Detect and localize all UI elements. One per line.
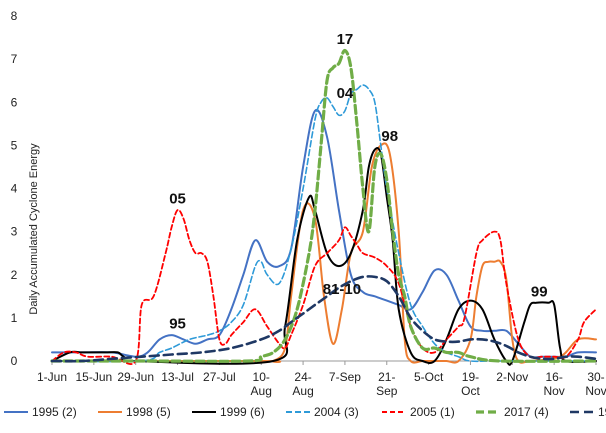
x-tick-label: 2-Nov [496, 370, 528, 384]
x-tick-label: 1-Jun [37, 370, 67, 384]
x-tick-label-line: 1-Jun [37, 370, 67, 384]
annotation-label: 17 [337, 31, 354, 48]
x-tick-label-line: 24- [294, 370, 311, 384]
x-tick-label-line: 27-Jul [203, 370, 236, 384]
x-tick-label-line: 29-Jun [117, 370, 154, 384]
x-tick-label-line: Sep [376, 384, 398, 398]
x-tick-label-line: 21- [378, 370, 395, 384]
series-line-1995-2 [51, 108, 597, 359]
x-tick-label-line: Oct [461, 384, 480, 398]
series-layer [50, 48, 598, 366]
legend-label: 1999 (6) [220, 405, 265, 419]
x-tick-label: 13-Jul [161, 370, 194, 384]
x-axis-ticks: 1-Jun 15-Jun 29-Jun 13-Jul 27-Jul 10-Aug24-Au… [37, 361, 606, 398]
y-tick-label: 3 [11, 225, 18, 239]
y-tick-label: 8 [11, 9, 18, 23]
x-tick-label: 5-Oct [414, 370, 444, 384]
legend-item: 2004 (3) [286, 405, 359, 419]
legend-label: 2004 (3) [314, 405, 359, 419]
x-tick-label-line: 10- [253, 370, 270, 384]
x-tick-label-line: Aug [251, 384, 272, 398]
x-tick-label-line: 13-Jul [161, 370, 194, 384]
annotation-label: 05 [169, 191, 186, 208]
legend-item: 2017 (4) [476, 405, 549, 419]
x-tick-label-line: 2-Nov [496, 370, 528, 384]
x-tick-label: 10-Aug [251, 370, 272, 398]
series-line-2017-4 [50, 48, 598, 363]
annotation-label: 04 [337, 85, 354, 102]
legend: 1995 (2) 1998 (5) 1999 (6) 2004 (3) 2005 (1)… [4, 405, 606, 419]
x-tick-label: 19-Oct [461, 370, 480, 398]
y-tick-label: 5 [11, 138, 18, 152]
x-tick-label: 24-Aug [292, 370, 313, 398]
x-tick-label-line: Aug [292, 384, 313, 398]
y-tick-label: 4 [11, 182, 18, 196]
y-axis-ticks: 0 1 2 3 4 5 6 7 8 [11, 9, 18, 368]
x-tick-label: 7-Sep [329, 370, 361, 384]
y-tick-label: 2 [11, 268, 18, 282]
x-tick-label: 21-Sep [376, 370, 398, 398]
x-tick-label-line: 5-Oct [414, 370, 444, 384]
annotation-label: 99 [531, 283, 548, 300]
x-tick-label-line: 19- [462, 370, 479, 384]
annotation-label: 95 [169, 316, 186, 333]
x-tick-label: 29-Jun [117, 370, 154, 384]
series-line-2005-1 [51, 208, 597, 365]
legend-label: 1998 (5) [126, 405, 171, 419]
x-tick-label-line: Nov [543, 384, 564, 398]
x-tick-label: 30-Nov [585, 370, 606, 398]
x-tick-label-line: 7-Sep [329, 370, 361, 384]
y-tick-label: 0 [11, 354, 18, 368]
y-axis-title: Daily Accumulated Cyclone Energy [28, 143, 40, 315]
legend-item: 1998 (5) [98, 405, 171, 419]
annotation-label: 81-10 [323, 281, 361, 298]
y-tick-label: 7 [11, 52, 18, 66]
legend-item: 1995 (2) [4, 405, 77, 419]
legend-label: 1995 (2) [32, 405, 77, 419]
annotation-label: 98 [381, 128, 398, 145]
legend-label: 2005 (1) [410, 405, 455, 419]
x-tick-label: 15-Jun [75, 370, 112, 384]
x-tick-label-line: 15-Jun [75, 370, 112, 384]
legend-label: 2017 (4) [504, 405, 549, 419]
series-line-2004-3 [51, 84, 597, 363]
x-tick-label-line: 30- [587, 370, 604, 384]
x-tick-label: 27-Jul [203, 370, 236, 384]
annotation-layer: 05 95 17 04 98 81-10 99 [169, 31, 547, 333]
legend-label: 1981-2010 [598, 405, 606, 419]
y-tick-label: 6 [11, 95, 18, 109]
x-tick-label-line: 16- [545, 370, 562, 384]
x-tick-label: 16-Nov [543, 370, 564, 398]
x-tick-label-line: Nov [585, 384, 606, 398]
legend-item: 1981-2010 [570, 405, 606, 419]
legend-item: 2005 (1) [382, 405, 455, 419]
y-tick-label: 1 [11, 311, 18, 325]
legend-item: 1999 (6) [192, 405, 265, 419]
series-line-1981-2010 [50, 275, 598, 363]
